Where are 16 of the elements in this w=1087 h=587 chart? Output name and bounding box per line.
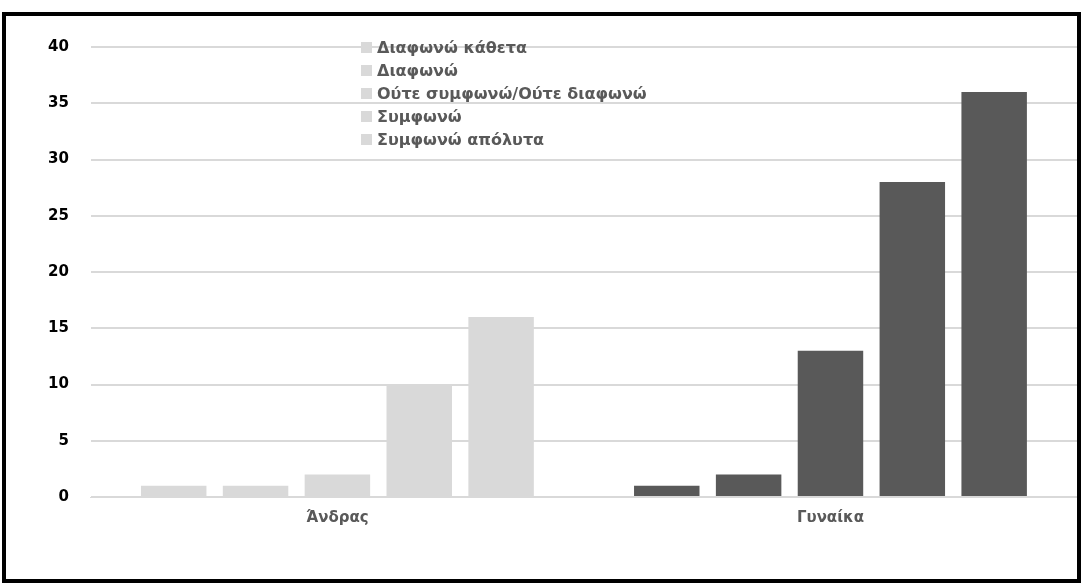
y-tick-label: 10 [48, 374, 69, 393]
y-tick-label: 5 [58, 430, 69, 449]
y-tick-label: 35 [48, 93, 69, 112]
legend-label: Διαφωνώ [376, 60, 459, 82]
x-tick-label: Γυναίκα [796, 507, 864, 526]
y-tick-label: 40 [48, 36, 69, 55]
y-tick-label: 15 [48, 318, 69, 337]
legend-label: Ούτε συμφωνώ/Ούτε διαφωνώ [376, 83, 647, 105]
legend-label: Συμφωνώ απόλυτα [376, 129, 546, 151]
legend-label: Συμφωνώ [376, 106, 463, 128]
legend-label: Διαφωνώ κάθετα [376, 37, 528, 59]
y-tick-label: 20 [48, 261, 69, 280]
y-tick-label: 25 [48, 205, 69, 224]
y-tick-label: 30 [48, 149, 69, 168]
y-tick-label: 0 [58, 486, 69, 505]
x-tick-label: Άνδρας [306, 507, 369, 526]
